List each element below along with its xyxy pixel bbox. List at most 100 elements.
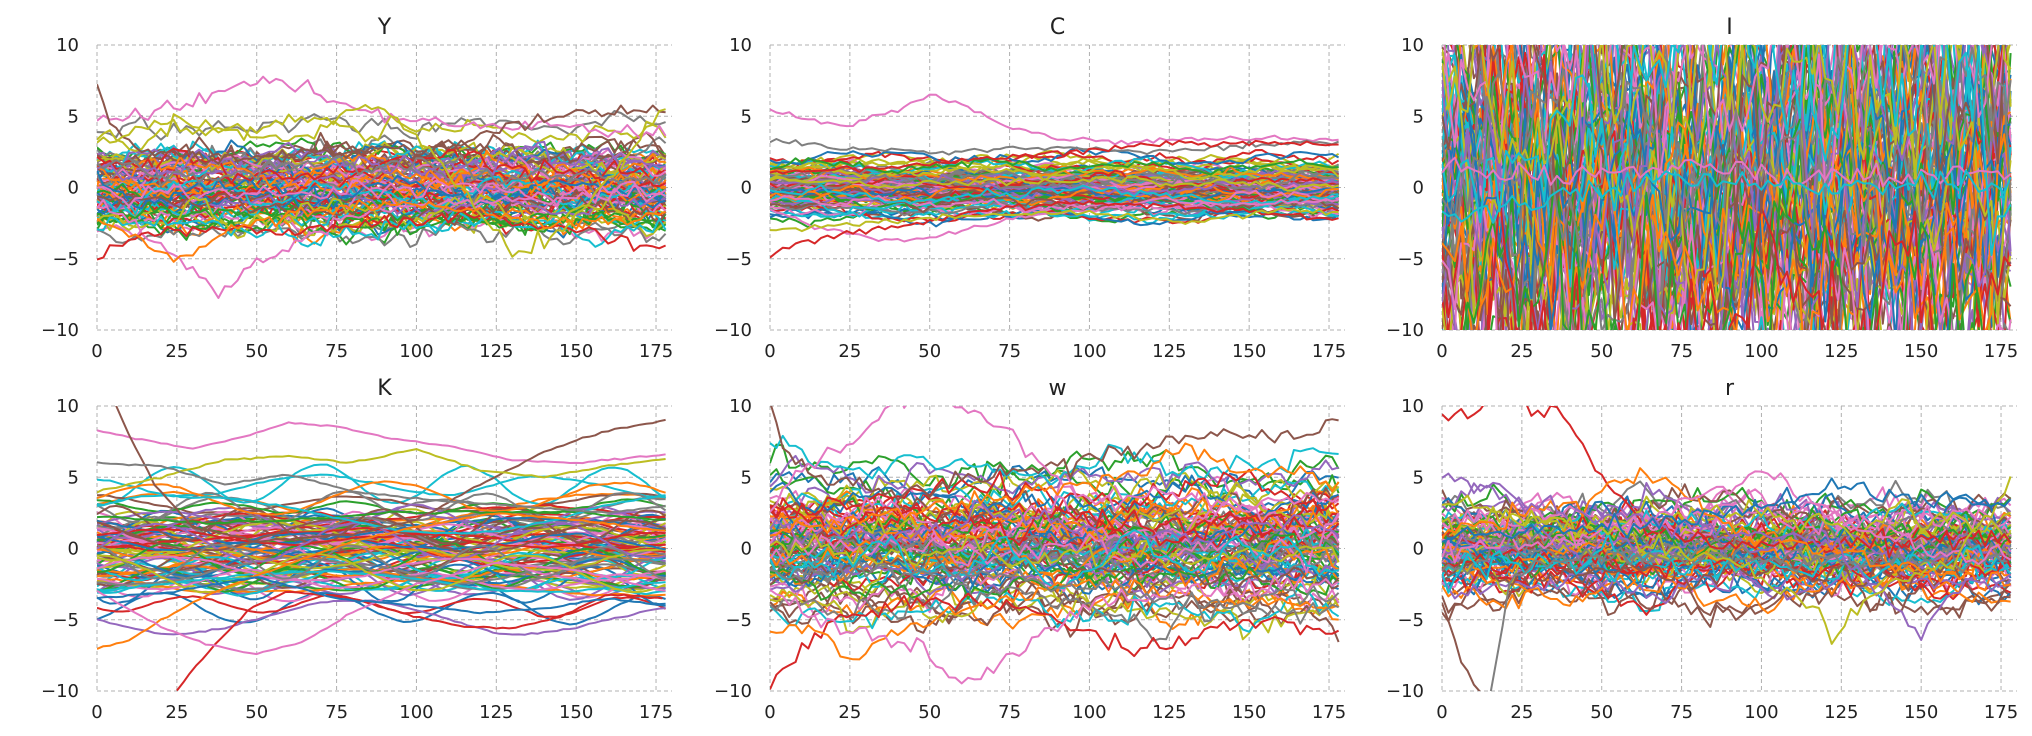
highlight-series-line <box>770 139 1339 175</box>
y-tick-label: −5 <box>1397 610 1424 631</box>
y-tick-label: 5 <box>1413 106 1424 127</box>
y-tick-label: −10 <box>714 320 752 341</box>
series-line <box>770 434 1339 486</box>
highlight-series-line <box>1442 602 1481 691</box>
series-line <box>770 474 1339 522</box>
highlight-series-line <box>97 83 666 165</box>
highlight-series-line <box>176 591 663 691</box>
series-line <box>1442 45 2012 180</box>
series-line <box>1442 566 2012 605</box>
y-tick-label: 5 <box>68 106 79 127</box>
y-tick-label: 0 <box>68 539 79 560</box>
highlight-series-line <box>97 561 666 656</box>
series-line <box>97 568 666 592</box>
x-tick-label: 50 <box>918 341 941 362</box>
series-line <box>97 552 666 578</box>
highlight-series-line <box>770 200 1339 259</box>
x-tick-label: 75 <box>1670 341 1693 362</box>
series-line <box>1442 532 2012 594</box>
series-line <box>1442 504 2012 540</box>
series-line <box>770 565 1340 601</box>
series-line <box>97 182 667 221</box>
series-line <box>770 529 1340 569</box>
series-line <box>1442 45 2012 262</box>
series-line <box>770 494 1340 555</box>
series-line <box>1442 165 2012 330</box>
y-tick-label: 0 <box>1413 178 1424 199</box>
series-line <box>770 583 1340 642</box>
series-line <box>97 556 666 587</box>
highlight-series-line <box>97 184 667 299</box>
x-tick-label: 125 <box>1824 341 1858 362</box>
y-tick-label: −5 <box>52 610 79 631</box>
series-line <box>97 518 666 554</box>
highlight-series-line <box>97 421 666 465</box>
series-line <box>1463 144 1984 330</box>
series-line <box>770 146 1340 166</box>
x-tick-label: 50 <box>245 341 268 362</box>
series-group <box>770 406 1340 690</box>
highlight-series-line <box>97 512 666 650</box>
highlight-series-line <box>1442 472 2012 641</box>
highlight-series-line <box>770 574 1340 685</box>
y-tick-label: 0 <box>741 539 752 560</box>
subplot-title: w <box>1049 376 1067 401</box>
highlight-series-line <box>770 138 1339 156</box>
y-tick-label: −10 <box>41 320 79 341</box>
highlight-series-line <box>97 208 667 261</box>
x-tick-label: 75 <box>1670 702 1693 723</box>
subplot-C: C 0 25 50 75 100 125 150 175 −10 −5 0 5 10 <box>714 15 1346 362</box>
x-tick-label: 100 <box>1744 702 1778 723</box>
subplot-Y: Y 0 25 50 75 100 125 150 175 −10 −5 0 5 10 <box>41 15 673 362</box>
series-line <box>97 516 666 546</box>
x-tick-label: 75 <box>325 702 348 723</box>
series-line <box>97 179 667 208</box>
highlight-series-line <box>770 206 1339 233</box>
subplot-title: Y <box>377 15 392 40</box>
x-tick-label: 0 <box>91 341 102 362</box>
y-tick-label: −10 <box>714 681 752 702</box>
x-tick-label: 75 <box>998 341 1021 362</box>
y-tick-label: −10 <box>41 681 79 702</box>
x-tick-label: 175 <box>639 702 673 723</box>
x-tick-label: 50 <box>1590 341 1613 362</box>
x-tick-label: 125 <box>479 702 513 723</box>
series-line <box>770 481 1340 536</box>
series-line <box>770 154 1340 174</box>
x-tick-label: 25 <box>838 702 861 723</box>
series-line <box>97 175 667 215</box>
series-line <box>1442 66 2012 330</box>
series-line <box>770 500 1340 547</box>
series-line <box>770 547 1340 592</box>
y-tick-label: 10 <box>1401 35 1424 56</box>
subplot-I: I 0 25 50 75 100 125 150 175 −10 −5 0 5 10 <box>1386 15 2018 362</box>
highlight-series-line <box>770 406 1339 502</box>
series-line <box>1442 103 2012 330</box>
x-tick-label: 150 <box>1904 702 1938 723</box>
series-line <box>97 509 666 533</box>
highlight-series-line <box>1442 406 2012 559</box>
series-line <box>770 528 1339 590</box>
y-tick-label: 5 <box>68 467 79 488</box>
series-line <box>770 175 1339 192</box>
series-line <box>1487 191 2012 330</box>
y-tick-label: 0 <box>68 178 79 199</box>
y-tick-label: 5 <box>1413 467 1424 488</box>
series-line <box>1442 500 2012 536</box>
y-tick-label: −10 <box>1386 681 1424 702</box>
highlight-series-line <box>97 75 667 140</box>
highlight-series-line <box>1442 470 2012 566</box>
highlight-series-line <box>1442 476 2012 645</box>
series-group <box>1442 45 2012 330</box>
x-tick-label: 25 <box>165 341 188 362</box>
y-tick-label: 10 <box>56 35 79 56</box>
x-tick-label: 175 <box>639 341 673 362</box>
series-line <box>97 147 667 188</box>
highlight-series-line <box>97 576 666 615</box>
series-line <box>1442 210 1914 330</box>
series-line <box>97 545 666 561</box>
highlight-series-line <box>770 442 1340 537</box>
subplot-title: r <box>1725 376 1735 401</box>
highlight-series-line <box>97 461 666 514</box>
